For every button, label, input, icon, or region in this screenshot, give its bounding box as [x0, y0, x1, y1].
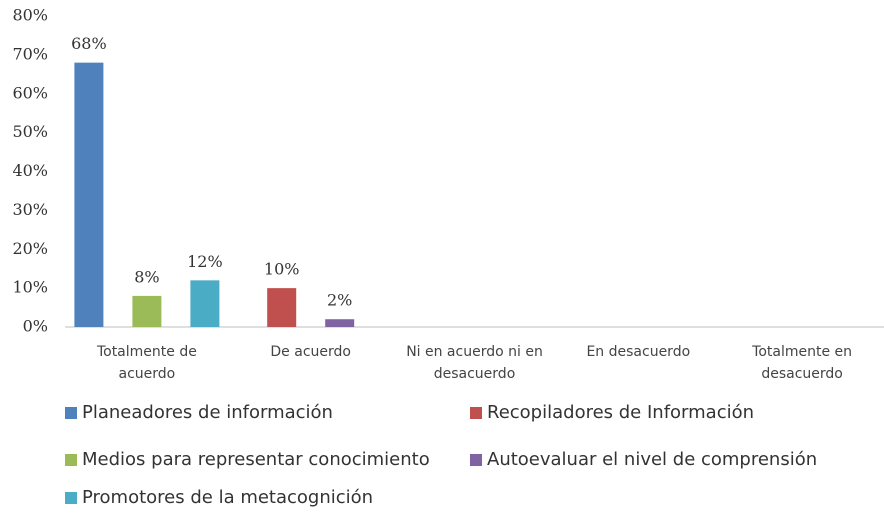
x-tick-label: Totalmente de acuerdo	[96, 344, 197, 382]
legend-label: Medios para representar conocimiento	[82, 449, 430, 470]
data-label: 8%	[134, 267, 159, 286]
legend-swatch	[470, 407, 482, 419]
data-label: 68%	[71, 34, 107, 53]
data-label: 10%	[264, 260, 300, 279]
legend-swatch	[65, 407, 77, 419]
x-tick-label: Totalmente en desacuerdo	[752, 344, 853, 382]
legend-label: Planeadores de información	[82, 402, 333, 423]
data-label: 2%	[327, 291, 352, 310]
legend-swatch	[470, 454, 482, 466]
legend-label: Recopiladores de Información	[487, 402, 754, 423]
x-tick-label: En desacuerdo	[586, 344, 691, 360]
legend-label: Autoevaluar el nivel de comprensión	[487, 449, 817, 470]
x-tick-label: Ni en acuerdo ni en desacuerdo	[406, 344, 543, 382]
legend-label: Promotores de la metacognición	[82, 487, 373, 508]
bar	[190, 280, 220, 327]
bar	[132, 295, 162, 327]
data-label: 12%	[187, 252, 223, 271]
bar	[325, 319, 355, 327]
y-tick-label: 70%	[12, 44, 48, 63]
y-tick-label: 80%	[12, 6, 48, 25]
y-tick-label: 30%	[12, 200, 48, 219]
legend-swatch	[65, 492, 77, 504]
y-tick-label: 0%	[23, 317, 48, 336]
y-tick-label: 10%	[12, 278, 48, 297]
bar	[74, 62, 104, 328]
bar	[267, 288, 297, 327]
y-tick-label: 60%	[12, 83, 48, 102]
legend-swatch	[65, 454, 77, 466]
y-tick-label: 50%	[12, 122, 48, 141]
y-tick-label: 20%	[12, 239, 48, 258]
x-tick-label: De acuerdo	[270, 344, 351, 360]
y-tick-label: 40%	[12, 161, 48, 180]
